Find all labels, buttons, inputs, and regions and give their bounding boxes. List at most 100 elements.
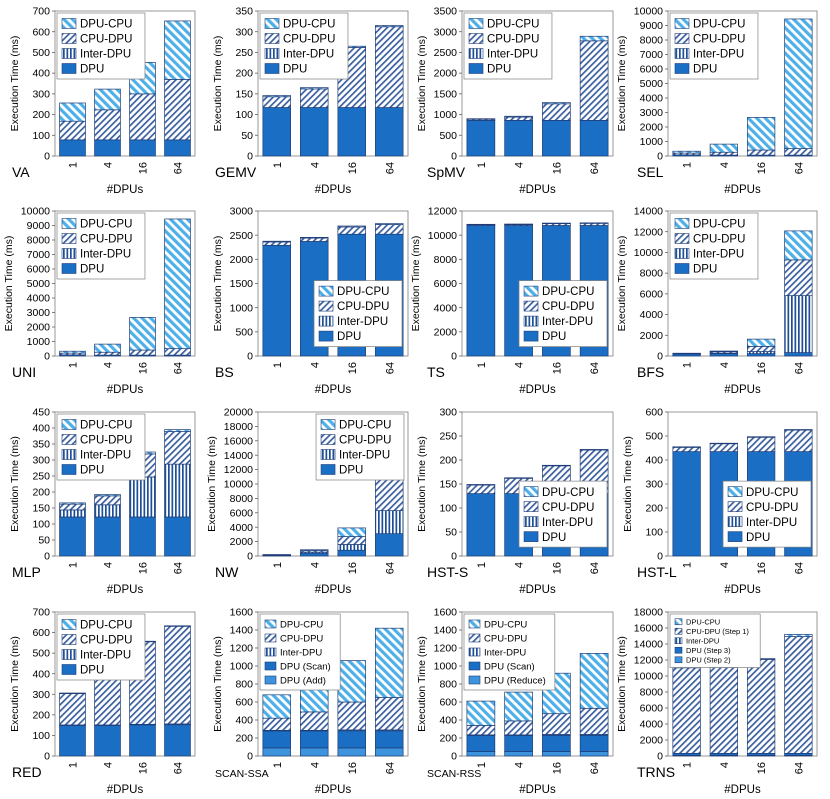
legend-label-cpu-dpu: CPU-DPU	[337, 301, 389, 313]
x-tick-label: 4	[719, 362, 731, 368]
bar-cpu-dpu	[542, 103, 571, 121]
bar-inter-dpu	[375, 510, 404, 535]
y-tick-label: 2000	[27, 322, 51, 334]
legend: DPU-CPU CPU-DPU Inter-DPU DPU	[313, 280, 403, 347]
legend-swatch-dpu-cpu	[61, 619, 77, 630]
x-axis-label: #DPUs	[315, 184, 352, 196]
y-tick-label: 10000	[224, 479, 253, 491]
y-tick-label: 100	[645, 527, 663, 539]
legend-swatch-dpu-cpu	[264, 619, 277, 629]
bar-dpu-cpu	[129, 317, 156, 351]
y-tick-label: 3000	[27, 307, 51, 319]
bar-dpu-cpu	[262, 240, 291, 243]
y-tick-label: 150	[439, 479, 457, 491]
y-tick-label: 14000	[634, 206, 663, 218]
y-axis-label: Execution Time (ms)	[212, 236, 224, 332]
bar-cpu-dpu	[746, 346, 776, 352]
legend-swatch-dpu-cpu	[674, 218, 690, 229]
legend-label-inter-dpu: Inter-DPU	[337, 316, 388, 328]
plot-area	[54, 10, 196, 157]
legend-swatch-cpu-dpu	[468, 33, 484, 44]
panel-mlp: 0 50 100 150 200 250 300 350 400 450 Execution Tim…	[9, 407, 196, 596]
x-tick-label: 64	[793, 162, 805, 174]
legend-label-cpu-dpu: CPU-DPU	[693, 234, 745, 246]
x-tick-label: 64	[384, 562, 396, 574]
x-axis-label: #DPUs	[724, 184, 761, 196]
legend-label-inter-dpu: Inter-DPU	[686, 636, 719, 645]
benchmark-name: RED	[12, 764, 42, 780]
bar-dpu	[164, 516, 191, 557]
y-tick-label: 600	[645, 407, 663, 419]
legend: DPU-CPU CPU-DPU Inter-DPU DPU	[56, 212, 146, 280]
y-tick-label: 250	[235, 47, 253, 59]
y-tick-label: 0	[657, 551, 663, 563]
x-tick-label: 64	[173, 162, 185, 174]
y-tick-label: 6000	[230, 507, 254, 519]
legend: DPU-CPU CPU-DPU Inter-DPU DPU	[315, 413, 405, 481]
bar-cpu-dpu	[375, 697, 404, 731]
bar-dpu-cpu	[746, 117, 776, 151]
y-tick-label: 0	[247, 551, 253, 563]
legend-swatch-dpu-cpu	[61, 18, 77, 29]
bar-cpu-dpu	[59, 503, 86, 511]
y-tick-label: 150	[235, 88, 253, 100]
y-tick-label: 0	[247, 751, 253, 763]
y-tick-label: 300	[32, 88, 50, 100]
legend-label-cpu-dpu-step-1: CPU-DPU (Step 1)	[686, 627, 749, 636]
y-tick-label: 10000	[634, 671, 663, 683]
legend: DPU-CPU CPU-DPU Inter-DPU DPU	[669, 212, 759, 280]
legend-label-dpu: DPU	[80, 264, 104, 276]
bar-dpu-cpu	[709, 143, 739, 153]
legend-swatch-inter-dpu	[468, 48, 484, 59]
legend-swatch-cpu-dpu	[61, 434, 77, 445]
legend-label-cpu-dpu: CPU-DPU	[80, 635, 132, 647]
bar-dpu	[375, 107, 404, 157]
y-tick-label: 12000	[428, 206, 457, 218]
y-tick-label: 100	[235, 109, 253, 121]
x-tick-label: 64	[589, 762, 601, 774]
x-tick-label: 1	[68, 762, 80, 768]
bar-cpu-dpu	[784, 429, 813, 452]
bar-dpu-add	[375, 747, 404, 757]
y-tick-label: 6000	[640, 288, 664, 300]
bar-dpu-cpu	[709, 350, 739, 352]
x-tick-label: 16	[138, 562, 150, 574]
legend-box	[669, 613, 761, 668]
legend-label-dpu-cpu: DPU-CPU	[280, 619, 323, 630]
legend-swatch-dpu-add	[264, 675, 277, 685]
y-tick-label: 0	[451, 751, 457, 763]
legend-swatch-cpu-dpu	[674, 33, 690, 44]
legend-label-dpu-reduce: DPU (Reduce)	[484, 675, 546, 686]
legend-label-dpu: DPU	[746, 532, 770, 544]
legend-swatch-dpu	[468, 63, 484, 74]
bar-dpu-cpu	[262, 694, 291, 719]
bar-dpu-cpu	[466, 700, 496, 726]
bar-dpu-cpu	[504, 223, 533, 226]
panel-bs: 0 500 1000 1500 2000 2500 3000 Execution Time (…	[212, 206, 409, 396]
bar-dpu-scan	[542, 734, 571, 752]
bar-cpu-dpu	[542, 713, 571, 735]
plot-area	[667, 210, 818, 357]
x-tick-label: 64	[589, 362, 601, 374]
legend-label-dpu-cpu: DPU-CPU	[80, 420, 132, 432]
x-tick-label: 4	[514, 762, 526, 768]
bar-dpu	[129, 516, 156, 557]
y-tick-label: 0	[44, 151, 50, 163]
y-tick-label: 7000	[640, 49, 664, 61]
legend-swatch-dpu-cpu	[468, 18, 484, 29]
panel-va: 0 100 200 300 400 500 600 700 Execution Time (ms…	[9, 6, 196, 196]
x-tick-label: 1	[682, 362, 694, 368]
y-axis-label: Execution Time (ms)	[206, 436, 218, 532]
y-tick-label: 200	[32, 709, 50, 721]
y-axis-label: Execution Time (ms)	[212, 636, 224, 732]
panel-ts: 0 2000 4000 6000 8000 10000 12000 Execution Tim…	[410, 206, 614, 396]
bar-dpu-reduce	[504, 751, 533, 757]
bar-dpu	[709, 353, 739, 357]
legend-swatch-dpu	[318, 330, 334, 342]
bar-dpu-cpu	[542, 222, 571, 225]
legend-swatch-cpu-dpu	[468, 633, 481, 643]
bar-dpu	[375, 533, 404, 557]
legend-label-cpu-dpu: CPU-DPU	[280, 633, 323, 644]
legend-label-dpu-cpu: DPU-CPU	[693, 219, 745, 231]
bar-dpu	[300, 552, 329, 557]
